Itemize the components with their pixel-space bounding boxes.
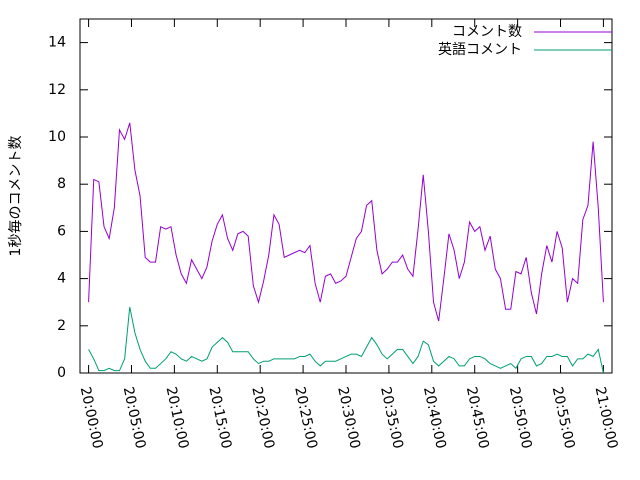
x-tick-label: 20:45:00 [463,385,492,450]
x-tick-label: 20:05:00 [120,385,149,450]
y-tick-label: 2 [57,318,66,334]
x-tick-label: 20:30:00 [334,385,363,450]
x-tick-label: 20:55:00 [549,385,578,450]
plot-frame [79,18,613,374]
y-tick-label: 10 [48,129,66,145]
x-tick-label: 20:35:00 [377,385,406,450]
y-tick-label: 4 [57,271,66,287]
x-tick-label: 20:10:00 [163,385,192,450]
x-tick-label: 20:25:00 [291,385,320,450]
x-tick-label: 20:50:00 [506,385,535,450]
y-tick-label: 6 [57,223,66,239]
y-tick-label: 12 [48,82,66,98]
y-tick-label: 14 [48,35,66,51]
y-axis-label: 1秒毎のコメント数 [8,136,24,257]
x-tick-label: 21:00:00 [592,385,621,450]
legend-label: 英語コメント [438,41,522,58]
legend-label: コメント数 [452,24,522,40]
x-tick-label: 20:15:00 [205,385,234,450]
y-tick-label: 0 [57,365,66,381]
x-tick-label: 20:20:00 [248,385,277,450]
y-tick-label: 8 [57,176,66,192]
series-line [88,122,604,322]
x-tick-label: 20:40:00 [420,385,449,450]
series-line [88,306,604,374]
x-tick-label: 20:00:00 [77,385,106,450]
